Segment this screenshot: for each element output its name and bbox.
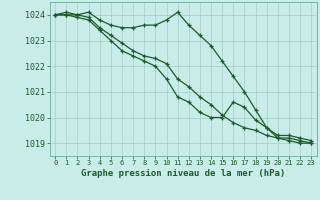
X-axis label: Graphe pression niveau de la mer (hPa): Graphe pression niveau de la mer (hPa) [81, 169, 285, 178]
